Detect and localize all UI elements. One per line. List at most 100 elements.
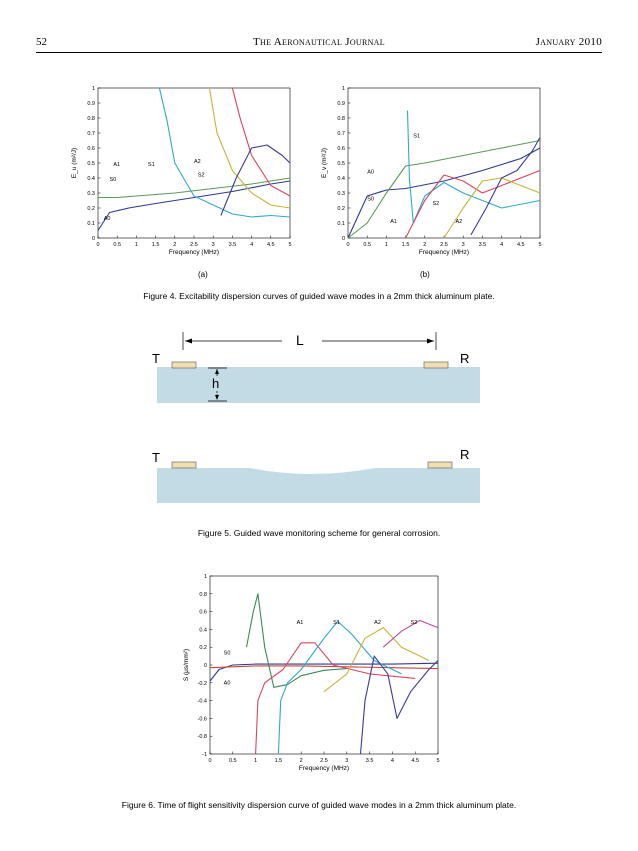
series-line-A2: [443, 177, 541, 239]
y-tick-label: 0.5: [337, 161, 345, 167]
x-tick-label: 2: [423, 242, 426, 248]
x-tick-label: 4: [391, 758, 394, 764]
y-tick-label: -0.2: [198, 681, 207, 687]
x-tick-label: 1.5: [275, 758, 283, 764]
y-tick-label: 0.1: [87, 221, 95, 227]
series-line-S1: [255, 642, 416, 755]
x-tick-label: 4.5: [267, 242, 275, 248]
x-tick-label: 1: [385, 242, 388, 248]
transducer-r-bottom: [427, 461, 453, 469]
figure5-caption: Figure 5. Guided wave monitoring scheme …: [197, 528, 441, 538]
series-line-A0: [209, 662, 439, 682]
series-line-A0: [97, 180, 291, 231]
x-tick-label: 3: [462, 242, 465, 248]
header-rule: [36, 52, 602, 53]
series-line-S1: [406, 110, 541, 224]
series-line-S2: [323, 627, 430, 693]
y-tick-label: 0.6: [199, 610, 207, 616]
y-tick-label: 0.3: [87, 191, 95, 197]
x-axis-label: Frequency (MHz): [169, 249, 219, 256]
plate-bottom-corroded: [157, 468, 480, 503]
label-r-top: R: [460, 351, 469, 366]
y-tick-label: 1: [92, 86, 95, 92]
x-axis-label: Frequency (MHz): [299, 765, 349, 772]
x-tick-label: 1: [135, 242, 138, 248]
label-h: h: [212, 376, 219, 391]
x-axis-label: Frequency (MHz): [419, 249, 469, 256]
annotation-label: A2: [456, 219, 463, 225]
plot-frame: [347, 87, 541, 239]
y-tick-label: 0.1: [337, 221, 345, 227]
annotation-label: S1: [148, 162, 155, 168]
panel-label-b: (b): [420, 270, 430, 279]
x-tick-label: 4.5: [517, 242, 525, 248]
x-tick-label: 1.5: [152, 242, 160, 248]
series-line-S2: [470, 137, 541, 236]
x-tick-label: 4: [500, 242, 503, 248]
x-tick-label: 1.5: [402, 242, 410, 248]
y-axis-label: E_v (m²/J): [321, 148, 328, 178]
x-tick-label: 0.5: [363, 242, 371, 248]
y-tick-label: 0.9: [87, 101, 95, 107]
annotation-label: S0: [224, 650, 231, 656]
annotation-label: A2: [374, 620, 381, 626]
y-tick-label: 0.3: [337, 191, 345, 197]
y-tick-label: 0.6: [337, 146, 345, 152]
series-line-A1: [245, 593, 347, 688]
figure4b-chart: 0 0.5 1 1.5 2 2.5 3 3.5 4 4.5 5 0 0.1 0.2 0.3 0.4 0.5 0.6…: [321, 86, 542, 256]
y-tick-label: 0.7: [337, 131, 345, 137]
x-tick-label: 5: [436, 758, 439, 764]
series-line-A3: [359, 655, 439, 755]
y-tick-label: -1: [202, 752, 207, 758]
transducer-t-top: [171, 361, 197, 369]
annotation-label: S1: [413, 134, 420, 140]
x-tick-label: 0.5: [229, 758, 237, 764]
annotation-label: A1: [390, 219, 397, 225]
annotation-label: S1: [333, 620, 340, 626]
annotation-label: S0: [367, 197, 374, 203]
series-line-A2: [231, 87, 291, 197]
figure5-diagram: L T R h T R: [152, 332, 480, 503]
y-tick-label: 0.7: [87, 131, 95, 137]
x-tick-label: 1: [254, 758, 257, 764]
y-tick-label: -0.6: [198, 716, 207, 722]
x-tick-label: 2.5: [190, 242, 198, 248]
annotation-label: S2: [198, 173, 205, 179]
x-tick-label: 4: [250, 242, 253, 248]
y-tick-label: 0.8: [87, 116, 95, 122]
series-line-S0: [209, 665, 439, 670]
y-tick-label: 1: [204, 574, 207, 580]
transducer-t-bottom: [171, 461, 197, 469]
x-tick-label: 0.5: [113, 242, 121, 248]
series-line-S0: [347, 139, 541, 239]
journal-title: The Aeronautical Journal: [253, 36, 385, 48]
y-tick-label: 0.5: [87, 161, 95, 167]
series-line-A1: [405, 169, 541, 239]
x-tick-label: 4.5: [411, 758, 419, 764]
y-tick-label: -0.4: [198, 699, 207, 705]
x-tick-label: 3.5: [366, 758, 374, 764]
annotation-label: A0: [367, 170, 374, 176]
label-t-top: T: [152, 351, 160, 366]
label-t-bottom: T: [152, 450, 160, 465]
series-line-S0: [98, 177, 291, 199]
y-tick-label: 0.4: [337, 176, 345, 182]
y-tick-label: 0.2: [337, 206, 345, 212]
figure6-caption: Figure 6. Time of flight sensitivity dis…: [121, 800, 517, 810]
plate-top: [157, 367, 480, 403]
y-tick-label: 0: [342, 236, 345, 242]
x-tick-label: 3.5: [229, 242, 237, 248]
figure4a-chart: 0 0.5 1 1.5 2 2.5 3 3.5 4 4.5 5 0 0.1 0.2 0.3 0.4 0.5 0.6…: [71, 86, 292, 256]
y-tick-label: 1: [342, 86, 345, 92]
y-tick-label: 0.8: [337, 116, 345, 122]
x-tick-label: 0: [96, 242, 99, 248]
annotation-label: A0: [104, 216, 111, 222]
x-tick-label: 2: [173, 242, 176, 248]
y-tick-label: 0: [204, 663, 207, 669]
annotation-label: S2: [411, 620, 418, 626]
x-tick-label: 3: [212, 242, 215, 248]
x-tick-label: 2.5: [440, 242, 448, 248]
figure4-caption: Figure 4. Excitability dispersion curves…: [143, 291, 495, 301]
y-tick-label: 0.2: [87, 206, 95, 212]
series-line-S2: [220, 144, 291, 216]
